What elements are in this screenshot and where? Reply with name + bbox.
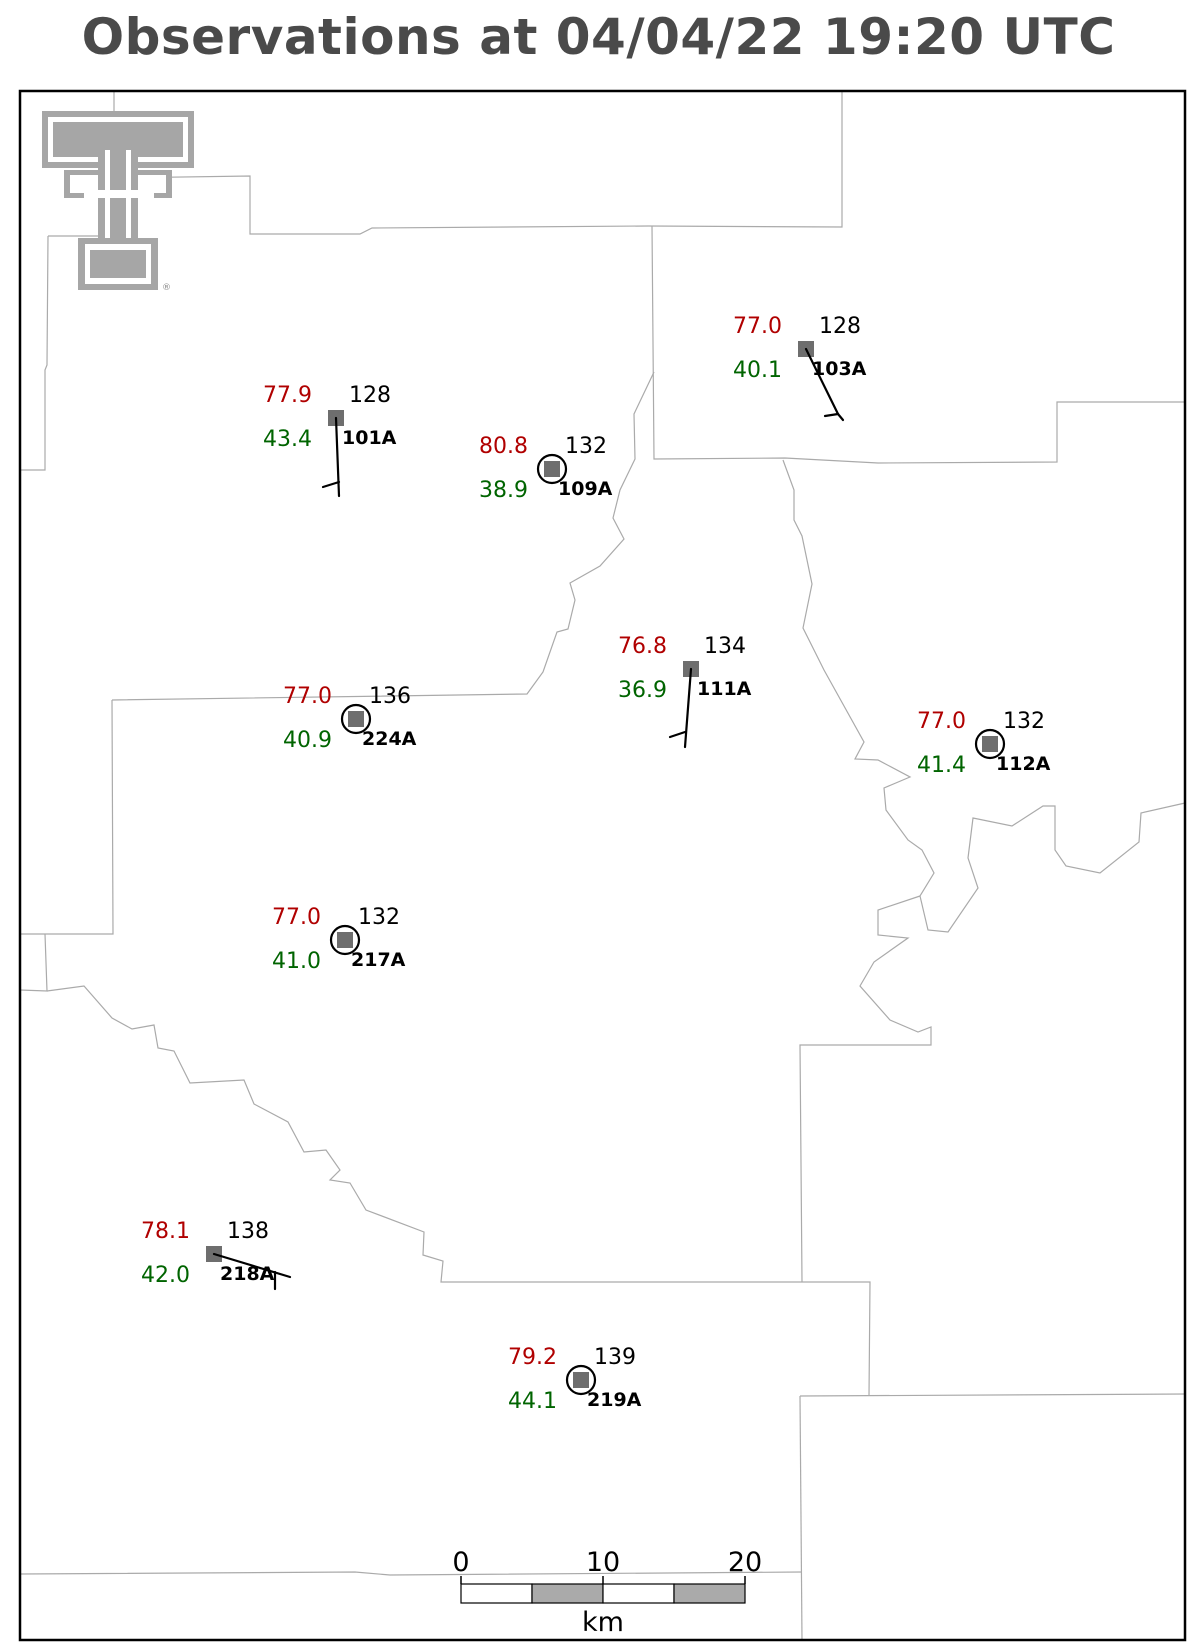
station-112a: 77.0 132 41.4 112A — [917, 709, 1051, 778]
county-borders — [19, 91, 1186, 1641]
station-marker — [573, 1372, 589, 1388]
pressure-label: 132 — [565, 434, 607, 459]
dewpoint-label: 38.9 — [479, 478, 528, 503]
station-id-label: 219A — [587, 1389, 642, 1411]
dewpoint-label: 40.9 — [283, 728, 332, 753]
station-224a: 77.0 136 40.9 224A — [283, 684, 417, 753]
temperature-label: 79.2 — [508, 1345, 557, 1370]
dewpoint-label: 44.1 — [508, 1389, 557, 1414]
scale-tick-10: 10 — [586, 1547, 620, 1578]
temperature-label: 78.1 — [141, 1219, 190, 1244]
pressure-label: 138 — [227, 1219, 269, 1244]
scale-bar: 0 10 20 km — [452, 1547, 762, 1638]
station-id-label: 224A — [362, 728, 417, 750]
scale-unit: km — [582, 1607, 624, 1638]
station-id-label: 112A — [996, 753, 1051, 775]
temperature-label: 77.0 — [917, 709, 966, 734]
temperature-label: 80.8 — [479, 434, 528, 459]
scale-tick-0: 0 — [452, 1547, 469, 1578]
station-id-label: 101A — [342, 427, 397, 449]
texas-tech-double-t-logo: ® — [42, 111, 194, 293]
pressure-label: 136 — [369, 684, 411, 709]
station-marker — [544, 461, 560, 477]
station-plots: 77.9 128 43.4 101A 80.8 132 38.9 109A 77.0 128 40.… — [141, 314, 1051, 1414]
station-id-label: 218A — [220, 1263, 275, 1285]
calm-wind-circle-icon — [340, 703, 372, 735]
temperature-label: 77.0 — [283, 684, 332, 709]
station-109a: 80.8 132 38.9 109A — [479, 434, 613, 503]
station-id-label: 103A — [812, 358, 867, 380]
station-marker — [337, 932, 353, 948]
station-marker — [982, 736, 998, 752]
station-id-label: 111A — [697, 678, 752, 700]
station-103a: 77.0 128 40.1 103A — [733, 314, 867, 422]
scale-tick-20: 20 — [728, 1547, 762, 1578]
temperature-label: 77.0 — [272, 905, 321, 930]
calm-wind-circle-icon — [329, 924, 361, 956]
temperature-label: 76.8 — [618, 634, 667, 659]
wind-barb-icon — [668, 667, 693, 749]
station-marker — [348, 711, 364, 727]
station-101a: 77.9 128 43.4 101A — [263, 383, 397, 498]
dewpoint-label: 40.1 — [733, 358, 782, 383]
wind-barb-icon — [321, 416, 341, 498]
map-title: Observations at 04/04/22 19:20 UTC — [81, 8, 1116, 66]
station-id-label: 109A — [558, 478, 613, 500]
station-218a: 78.1 138 42.0 218A — [141, 1219, 292, 1291]
dewpoint-label: 43.4 — [263, 427, 312, 452]
wind-barb-icon — [212, 1252, 292, 1291]
calm-wind-circle-icon — [565, 1364, 597, 1396]
pressure-label: 139 — [594, 1345, 636, 1370]
station-id-label: 217A — [351, 949, 406, 971]
calm-wind-circle-icon — [536, 453, 568, 485]
pressure-label: 132 — [1003, 709, 1045, 734]
wind-barb-icon — [804, 347, 845, 422]
dewpoint-label: 41.4 — [917, 753, 966, 778]
map-frame — [18, 89, 1187, 1642]
pressure-label: 128 — [819, 314, 861, 339]
temperature-label: 77.9 — [263, 383, 312, 408]
pressure-label: 128 — [349, 383, 391, 408]
calm-wind-circle-icon — [974, 728, 1006, 760]
pressure-label: 134 — [704, 634, 746, 659]
station-111a: 76.8 134 36.9 111A — [618, 634, 752, 749]
dewpoint-label: 41.0 — [272, 949, 321, 974]
dewpoint-label: 42.0 — [141, 1263, 190, 1288]
registered-mark: ® — [162, 283, 171, 293]
pressure-label: 132 — [358, 905, 400, 930]
temperature-label: 77.0 — [733, 314, 782, 339]
station-217a: 77.0 132 41.0 217A — [272, 905, 406, 974]
station-219a: 79.2 139 44.1 219A — [508, 1345, 642, 1414]
dewpoint-label: 36.9 — [618, 678, 667, 703]
